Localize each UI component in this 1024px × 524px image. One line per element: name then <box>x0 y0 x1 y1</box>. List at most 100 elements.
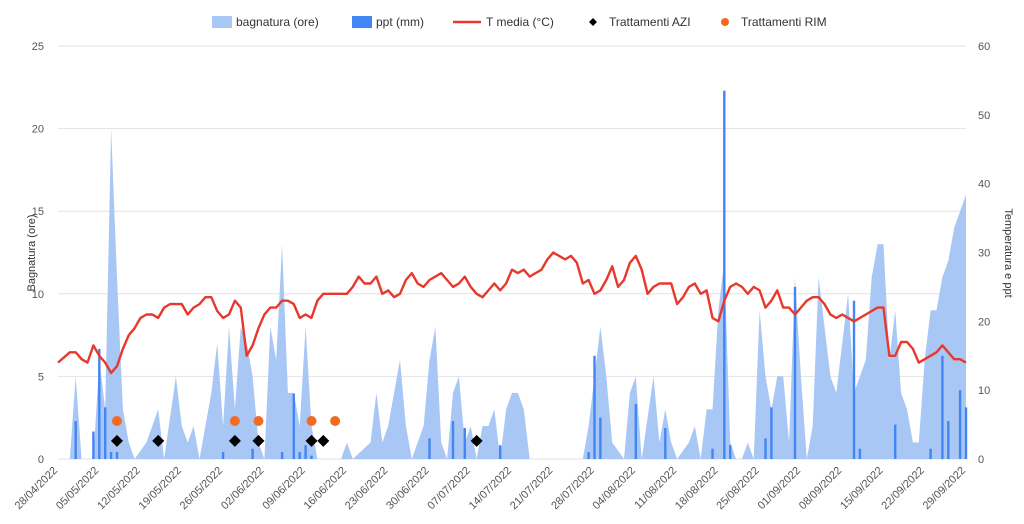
right-tick-label: 10 <box>978 385 990 397</box>
azi-treatment-marker <box>152 434 165 447</box>
legend-swatch-rim <box>721 18 729 26</box>
azi-treatment-marker <box>110 434 123 447</box>
x-tick-label: 29/09/2022 <box>921 465 968 512</box>
rim-treatment-marker <box>111 416 122 427</box>
legend-swatch-ppt <box>352 16 372 28</box>
right-tick-label: 0 <box>978 454 984 466</box>
ppt-bar <box>664 428 667 459</box>
right-tick-label: 30 <box>978 248 990 260</box>
x-tick-label: 22/09/2022 <box>879 465 926 512</box>
x-tick-label: 25/08/2022 <box>714 465 761 512</box>
x-tick-label: 08/09/2022 <box>797 465 844 512</box>
ppt-bar <box>451 421 455 459</box>
legend-label: bagnatura (ore) <box>236 15 319 29</box>
right-axis-title: Temperatura e ppt <box>1002 208 1014 297</box>
ppt-bar <box>852 300 856 459</box>
x-tick-label: 07/07/2022 <box>425 465 472 512</box>
x-tick-label: 21/07/2022 <box>508 465 555 512</box>
right-axis-ticks: 0 10 20 30 40 50 60 <box>978 41 990 466</box>
left-tick-label: 15 <box>32 206 44 218</box>
rim-treatment-marker <box>253 416 264 427</box>
x-tick-label: 04/08/2022 <box>591 465 638 512</box>
right-tick-label: 40 <box>978 179 990 191</box>
ppt-bar <box>310 455 313 459</box>
left-tick-label: 10 <box>32 289 44 301</box>
left-tick-label: 25 <box>32 41 44 53</box>
ppt-bar <box>292 393 295 459</box>
ppt-bar <box>304 445 307 459</box>
ppt-bar <box>280 452 284 459</box>
t-media-line <box>57 251 967 375</box>
ppt-bar <box>221 452 225 459</box>
x-tick-label: 18/08/2022 <box>673 465 720 512</box>
legend-label: T media (°C) <box>486 15 554 29</box>
rim-treatment-marker <box>229 416 240 427</box>
ppt-bar <box>764 438 767 459</box>
ppt-bar <box>104 407 107 459</box>
azi-treatment-marker <box>252 434 265 447</box>
left-tick-label: 5 <box>38 371 44 383</box>
left-tick-label: 20 <box>32 124 44 136</box>
ppt-bar <box>593 355 596 460</box>
rim-treatment-marker <box>306 416 317 427</box>
left-axis-ticks: 0 5 10 15 20 25 <box>32 41 44 466</box>
ppt-bar <box>98 348 101 459</box>
ppt-bar <box>711 448 714 459</box>
x-tick-label: 28/07/2022 <box>549 465 596 512</box>
x-tick-label: 09/06/2022 <box>260 465 307 512</box>
legend-label: ppt (mm) <box>376 15 424 29</box>
ppt-bar <box>587 452 590 459</box>
ppt-bar <box>723 90 726 459</box>
legend-label: Trattamenti RIM <box>741 15 827 29</box>
right-tick-label: 60 <box>978 41 990 53</box>
ppt-bar <box>929 448 932 459</box>
x-axis-ticks: 28/04/202205/05/202212/05/202219/05/2022… <box>13 465 968 512</box>
temperature-line-layer <box>57 251 967 375</box>
ppt-bar <box>109 452 113 459</box>
x-tick-label: 30/06/2022 <box>384 465 431 512</box>
ppt-bar <box>428 438 431 459</box>
x-tick-label: 23/06/2022 <box>343 465 390 512</box>
x-tick-label: 12/05/2022 <box>95 465 142 512</box>
ppt-bar <box>858 448 862 459</box>
ppt-bar <box>894 424 897 459</box>
rim-treatment-marker <box>330 416 341 427</box>
x-tick-label: 28/04/2022 <box>13 465 60 512</box>
ppt-bar <box>251 448 254 459</box>
azi-treatment-marker <box>470 434 483 447</box>
ppt-bar <box>958 390 962 459</box>
ppt-bar <box>463 428 466 459</box>
x-tick-label: 26/05/2022 <box>178 465 225 512</box>
ppt-bar <box>770 407 773 459</box>
ppt-bar <box>92 431 95 459</box>
bagnatura-area <box>58 128 966 459</box>
ppt-bar <box>298 452 301 459</box>
x-tick-label: 16/06/2022 <box>302 465 349 512</box>
ppt-bar <box>947 421 950 459</box>
ppt-bar-layer <box>74 90 968 460</box>
ppt-bar <box>599 417 602 459</box>
treatment-marker-layer <box>110 416 483 447</box>
chart-legend: bagnatura (ore) ppt (mm) T media (°C) Tratt… <box>212 15 827 29</box>
left-tick-label: 0 <box>38 454 44 466</box>
ppt-bar <box>634 403 637 459</box>
ppt-bar <box>74 421 77 459</box>
x-tick-label: 05/05/2022 <box>54 465 101 512</box>
left-axis-title: Bagnatura (ore) <box>26 214 38 291</box>
x-tick-label: 02/06/2022 <box>219 465 266 512</box>
bagnatura-area-layer <box>58 128 966 459</box>
x-tick-label: 11/08/2022 <box>632 465 679 512</box>
azi-treatment-marker <box>317 434 330 447</box>
x-tick-label: 15/09/2022 <box>838 465 885 512</box>
x-tick-label: 19/05/2022 <box>137 465 184 512</box>
x-tick-label: 01/09/2022 <box>756 465 803 512</box>
right-tick-label: 20 <box>978 316 990 328</box>
legend-swatch-bagnatura <box>212 16 232 28</box>
ppt-bar <box>499 445 502 459</box>
ppt-bar <box>115 452 119 459</box>
x-tick-label: 14/07/2022 <box>467 465 514 512</box>
ppt-bar <box>793 286 797 459</box>
legend-label: Trattamenti AZI <box>609 15 691 29</box>
ppt-bar <box>729 445 732 459</box>
